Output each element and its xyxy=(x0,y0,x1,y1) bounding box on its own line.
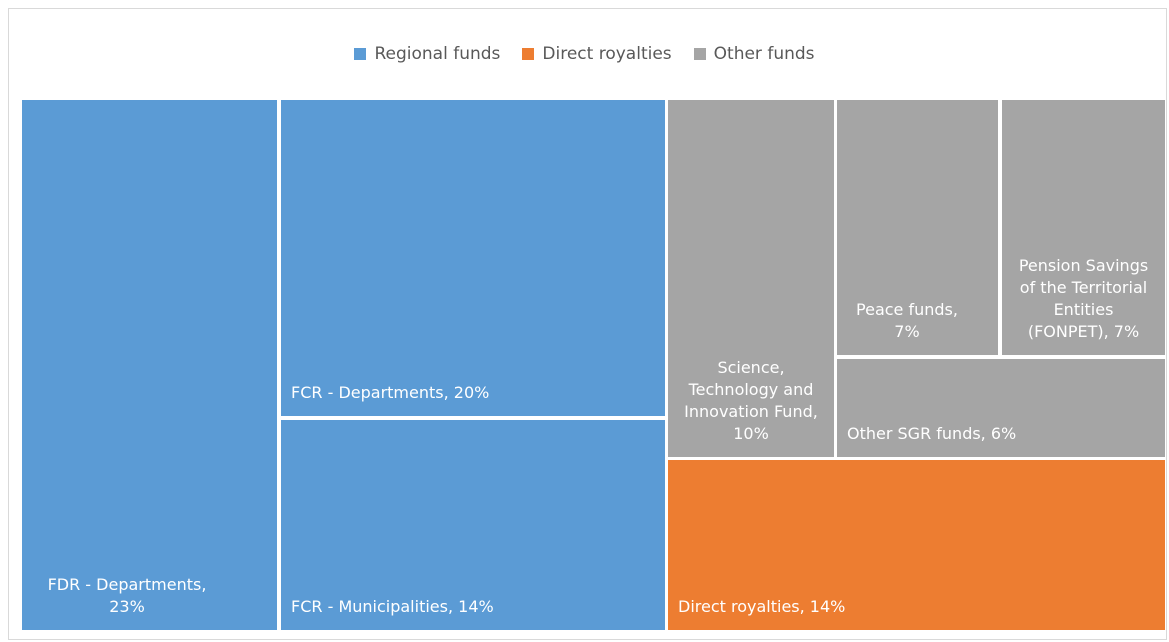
legend-label: Regional funds xyxy=(374,44,501,64)
tile: Pension Savings of the Territorial Entit… xyxy=(1002,100,1165,355)
legend-swatch xyxy=(354,48,367,60)
tile: Science, Technology and Innovation Fund,… xyxy=(668,100,834,457)
legend: Regional funds Direct royalties Other fund… xyxy=(0,44,1169,64)
legend-swatch xyxy=(522,48,535,60)
legend-item: Regional funds xyxy=(354,44,500,64)
tile-label: Science, Technology and Innovation Fund,… xyxy=(684,358,818,443)
tile-label: FCR - Municipalities, 14% xyxy=(291,597,494,616)
legend-item: Direct royalties xyxy=(522,44,672,64)
tile: FCR - Departments, 20% xyxy=(281,100,665,416)
tile: FCR - Municipalities, 14% xyxy=(281,420,665,630)
legend-label: Direct royalties xyxy=(542,44,672,64)
tile-label: Pension Savings of the Territorial Entit… xyxy=(1018,256,1149,341)
tile: Peace funds, 7% xyxy=(837,100,998,355)
tile-label: Direct royalties, 14% xyxy=(678,597,846,616)
tile-label: Other SGR funds, 6% xyxy=(847,424,1017,443)
tile-label: FCR - Departments, 20% xyxy=(291,383,490,402)
tile: Direct royalties, 14% xyxy=(668,460,1165,630)
tile-label: FDR - Departments, 23% xyxy=(47,575,207,616)
tile: FDR - Departments, 23% xyxy=(22,100,277,630)
legend-swatch xyxy=(693,48,706,60)
legend-item: Other funds xyxy=(693,44,815,64)
chart-frame xyxy=(8,8,1167,640)
tile: Other SGR funds, 6% xyxy=(837,359,1165,457)
legend-label: Other funds xyxy=(713,44,815,64)
tile-label: Peace funds, 7% xyxy=(856,300,958,341)
